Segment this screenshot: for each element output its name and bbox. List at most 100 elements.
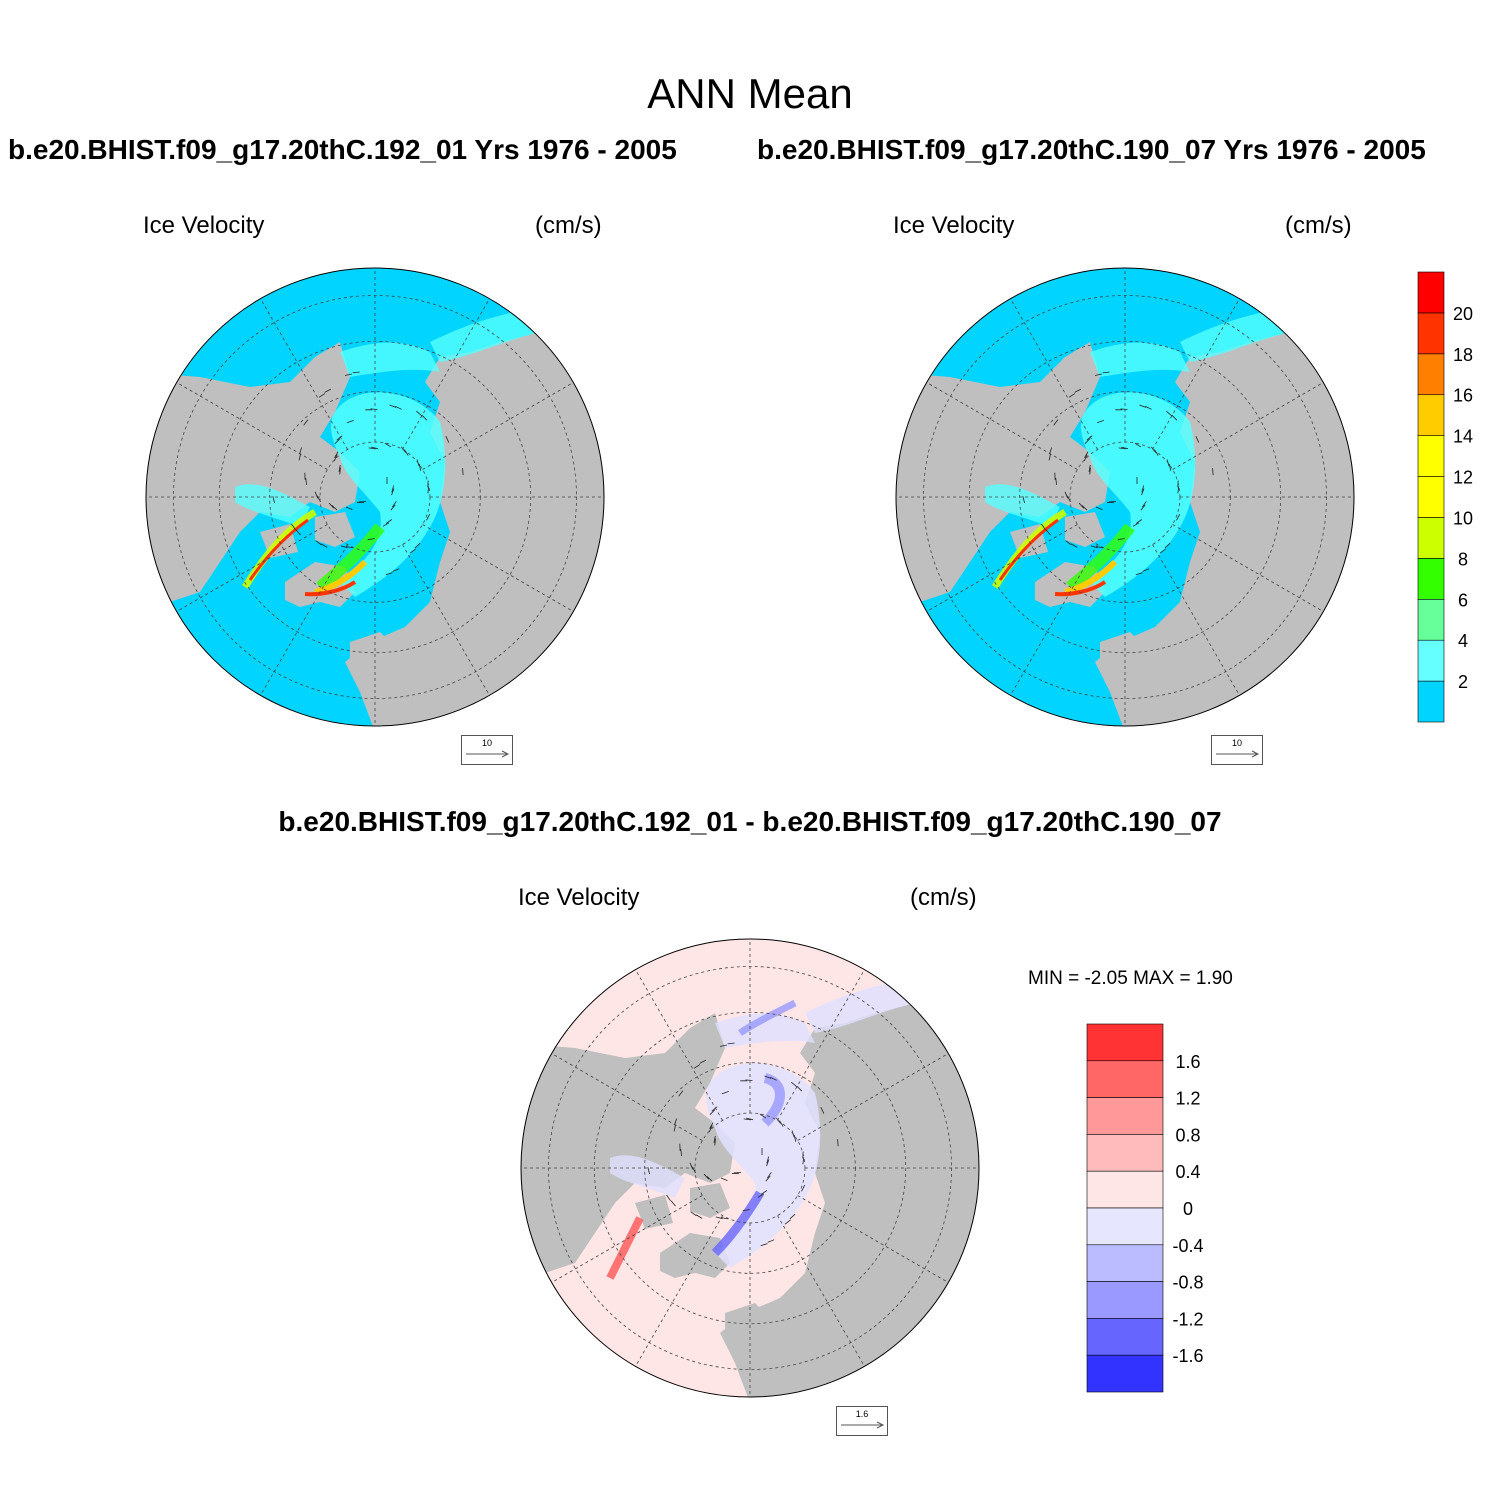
colorbar-diff-label: 0 (1183, 1199, 1193, 1219)
meridian-line (551, 1195, 703, 1283)
land-mass (315, 512, 355, 547)
reference-vector-label-1: 10 (482, 738, 492, 748)
main-title: ANN Mean (647, 70, 853, 117)
meridian-line (260, 298, 348, 450)
meridian-line (926, 382, 1078, 470)
colorbar-velocity-label: 14 (1453, 427, 1473, 447)
meridian-line (176, 524, 328, 612)
colorbar-velocity-box (1417, 435, 1445, 477)
map-boundary (895, 267, 1355, 727)
case-title-left: b.e20.BHIST.f09_g17.20thC.192_01 Yrs 197… (8, 134, 677, 165)
reference-vector-label-2: 10 (1232, 738, 1242, 748)
colorbar-velocity: 2 4 6 8 10 12 14 16 18 20 (1417, 271, 1473, 723)
colorbar-diff-box (1086, 1318, 1164, 1356)
diff-title: b.e20.BHIST.f09_g17.20thC.192_01 - b.e20… (278, 806, 1222, 837)
colorbar-velocity-box (1417, 517, 1445, 559)
colorbar-difference: 1.6 1.2 0.8 0.4 0 -0.4 -0.8 -1.2 -1.6 (1086, 1023, 1204, 1393)
colorbar-velocity-box (1417, 639, 1445, 682)
colorbar-diff-label: -1.6 (1172, 1346, 1203, 1366)
colorbar-velocity-label: 18 (1453, 345, 1473, 365)
meridian-line (1172, 382, 1324, 470)
colorbar-velocity-box (1417, 558, 1445, 600)
colorbar-diff-label: 0.4 (1175, 1162, 1200, 1182)
colorbar-velocity-label: 4 (1458, 631, 1468, 651)
map-boundary (520, 938, 980, 1398)
meridian-line (1172, 524, 1324, 612)
meridian-line (777, 969, 865, 1121)
land-mass (720, 939, 979, 1397)
polar-map-panel-1 (145, 267, 605, 727)
panel2-left-label: Ice Velocity (893, 212, 1015, 239)
meridian-line (777, 1215, 865, 1367)
sea-ice-hudson (985, 484, 1060, 527)
sea-ice-okhotsk (430, 307, 545, 362)
reference-vector-box-1: 10 (461, 735, 513, 765)
sea-ice-bering (1090, 342, 1190, 377)
panel1-left-label: Ice Velocity (143, 212, 265, 239)
sea-ice-bering (715, 1013, 815, 1048)
land-mass (660, 1233, 730, 1278)
colorbar-velocity-label: 8 (1458, 549, 1468, 569)
colorbar-velocity-box (1417, 394, 1445, 436)
colorbar-velocity-label: 2 (1458, 672, 1468, 692)
meridian-line (551, 1053, 703, 1141)
colorbar-diff-box (1086, 1207, 1164, 1246)
positive-difference-band (606, 1216, 644, 1280)
meridian-line (422, 524, 574, 612)
map-boundary (145, 267, 605, 727)
colorbar-diff-box (1086, 1354, 1164, 1393)
colorbar-velocity-box (1417, 476, 1445, 518)
panel2-units-label: (cm/s) (1285, 212, 1352, 239)
colorbar-velocity-box (1417, 598, 1445, 641)
diff-units-label: (cm/s) (910, 884, 977, 911)
land-mass (690, 1183, 730, 1218)
meridian-line (1010, 544, 1098, 696)
colorbar-diff-label: 1.2 (1175, 1089, 1200, 1109)
land-mass (1095, 268, 1354, 726)
sea-ice-bering (340, 342, 440, 377)
meridian-line (260, 544, 348, 696)
colorbar-diff-label: -0.4 (1172, 1236, 1203, 1256)
latitude-circle (593, 1011, 907, 1325)
meridian-line (926, 524, 1078, 612)
meridian-line (635, 969, 723, 1121)
land-mass (345, 268, 604, 726)
colorbar-velocity-box (1417, 680, 1445, 723)
colorbar-diff-box (1086, 1281, 1164, 1319)
reference-vector-box-diff: 1.6 (836, 1406, 888, 1436)
labrador-current (248, 518, 309, 581)
sea-ice-hudson (610, 1155, 685, 1198)
colorbar-diff-box (1086, 1170, 1164, 1209)
colorbar-diff-box (1086, 1097, 1164, 1135)
colorbar-velocity-label: 20 (1453, 304, 1473, 324)
colorbar-velocity-box (1417, 312, 1445, 355)
colorbar-diff-box (1086, 1060, 1164, 1098)
colorbar-diff-label: -1.2 (1172, 1309, 1203, 1329)
latitude-circle (968, 340, 1282, 654)
land-mass (1065, 512, 1105, 547)
meridian-line (422, 382, 574, 470)
meridian-line (176, 382, 328, 470)
colorbar-diff-box (1086, 1244, 1164, 1282)
meridian-line (635, 1215, 723, 1367)
meridian-line (797, 1195, 949, 1283)
sea-ice-hudson (235, 484, 310, 527)
colorbar-diff-box (1086, 1023, 1164, 1062)
meridian-line (402, 544, 490, 696)
case-title-right: b.e20.BHIST.f09_g17.20thC.190_07 Yrs 197… (757, 134, 1426, 165)
colorbar-velocity-label: 12 (1453, 468, 1473, 488)
meridian-line (1152, 298, 1240, 450)
colorbar-velocity-label: 10 (1453, 508, 1473, 528)
colorbar-velocity-box (1417, 353, 1445, 396)
colorbar-diff-label: -0.8 (1172, 1273, 1203, 1293)
reference-vector-box-2: 10 (1211, 735, 1263, 765)
diff-left-label: Ice Velocity (518, 884, 640, 911)
meridian-line (402, 298, 490, 450)
latitude-circle (218, 340, 532, 654)
meridian-line (1010, 298, 1098, 450)
panel1-units-label: (cm/s) (535, 212, 602, 239)
land-mass (635, 1195, 673, 1229)
colorbar-velocity-label: 6 (1458, 590, 1468, 610)
sea-ice-okhotsk (805, 978, 920, 1033)
polar-map-panel-2 (895, 267, 1355, 727)
